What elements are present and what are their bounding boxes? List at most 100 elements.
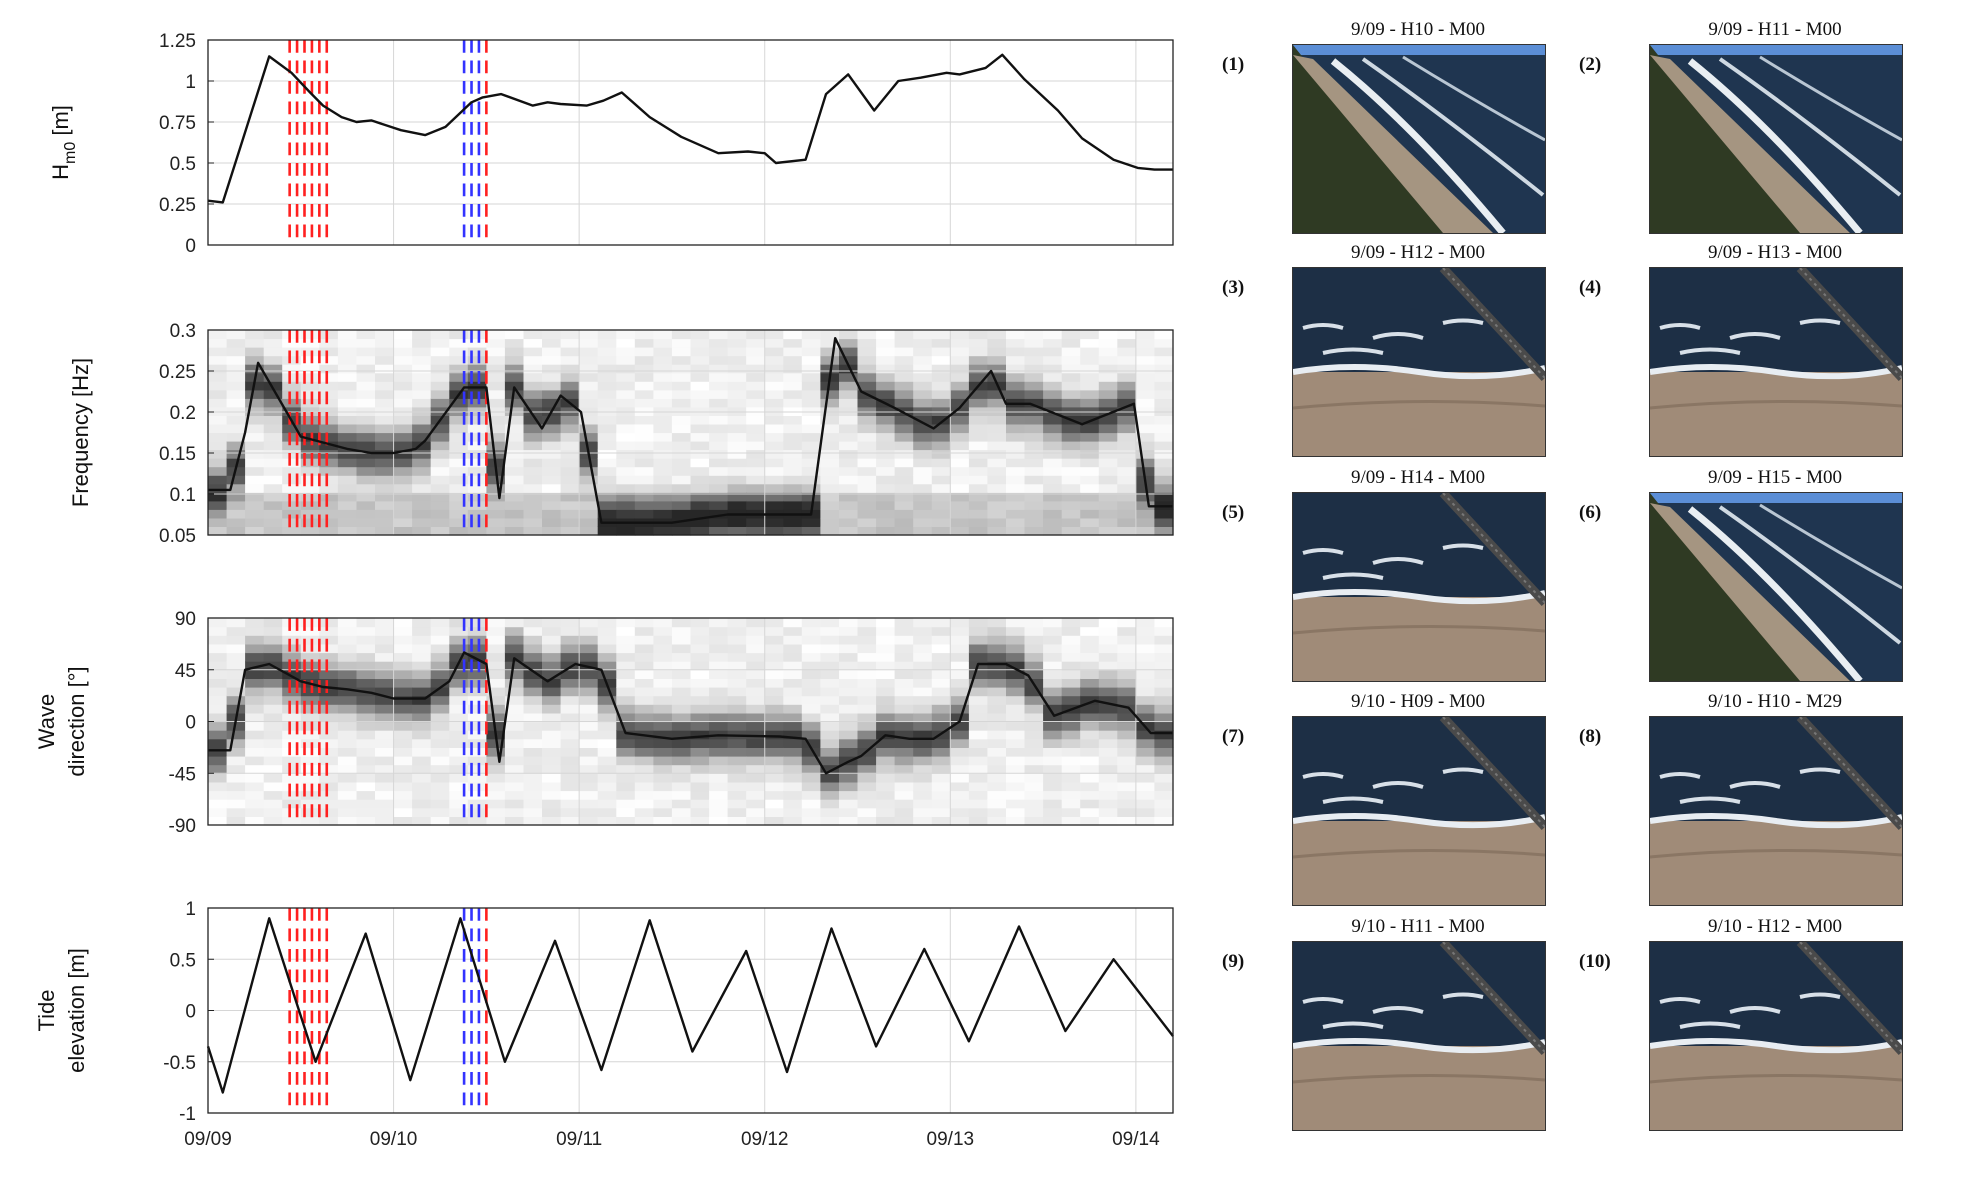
heatmap-cell: [282, 475, 302, 485]
heatmap-cell: [1135, 687, 1156, 697]
heatmap-cell: [820, 635, 840, 645]
heatmap-cell: [1117, 730, 1137, 740]
heatmap-cell: [801, 695, 821, 705]
heatmap-cell: [467, 747, 487, 757]
heatmap-cell: [931, 398, 951, 408]
heatmap-cell: [1098, 432, 1118, 442]
heatmap-cell: [801, 712, 821, 723]
y-axis-label-subscript: m0: [62, 142, 79, 164]
heatmap-cell: [337, 398, 358, 408]
heatmap-cell: [876, 773, 896, 783]
heatmap-cell: [412, 652, 432, 662]
heatmap-cell: [1043, 330, 1063, 340]
heatmap-cell: [1117, 790, 1137, 800]
heatmap-cell: [709, 721, 729, 731]
heatmap-cell: [894, 704, 914, 714]
heatmap-cell: [375, 652, 395, 662]
heatmap-cell: [356, 626, 376, 636]
heatmap-cell: [504, 347, 525, 357]
heatmap-cell: [449, 756, 469, 766]
heatmap-cell: [950, 483, 970, 493]
heatmap-cell: [579, 441, 599, 451]
x-tick-label: 09/14: [1112, 1129, 1160, 1150]
heatmap-cell: [486, 415, 506, 425]
heatmap-cell: [671, 661, 692, 671]
heatmap-cell: [857, 475, 877, 485]
heatmap-cell: [1080, 712, 1100, 723]
heatmap-cell: [671, 492, 692, 502]
heatmap-cell: [1043, 756, 1063, 766]
heatmap-cell: [1098, 415, 1118, 425]
heatmap-cell: [486, 635, 506, 645]
heatmap-cell: [839, 626, 859, 636]
heatmap-cell: [709, 669, 729, 679]
heatmap-cell: [634, 389, 654, 399]
heatmap-cell: [653, 781, 673, 792]
heatmap-cell: [764, 415, 784, 425]
heatmap-cell: [839, 500, 859, 510]
heatmap-cell: [263, 799, 283, 809]
heatmap-cell: [337, 678, 358, 688]
heatmap-cell: [319, 406, 339, 416]
heatmap-cell: [931, 432, 951, 442]
heatmap-cell: [913, 492, 933, 502]
heatmap-cell: [1043, 466, 1063, 476]
heatmap-cell: [857, 330, 877, 340]
heatmap-cell: [542, 652, 562, 662]
heatmap-cell: [263, 517, 283, 527]
heatmap-cell: [1080, 441, 1100, 451]
heatmap-cell: [968, 475, 989, 485]
heatmap-cell: [226, 330, 246, 340]
heatmap-cell: [226, 669, 246, 679]
heatmap-cell: [263, 669, 283, 679]
heatmap-cell: [653, 389, 673, 399]
heatmap-cell: [857, 441, 877, 451]
heatmap-cell: [1006, 721, 1026, 731]
heatmap-cell: [467, 781, 487, 792]
heatmap-cell: [857, 816, 877, 826]
heatmap-cell: [504, 475, 525, 485]
heatmap-cell: [282, 466, 302, 476]
photo-caption: 9/10 - H10 - M29: [1707, 691, 1843, 712]
heatmap-cell: [560, 364, 580, 374]
heatmap-cell: [523, 678, 543, 688]
heatmap-cell: [1154, 381, 1174, 391]
heatmap-cell: [820, 687, 840, 697]
heatmap-cell: [1080, 338, 1100, 348]
heatmap-cell: [801, 790, 821, 800]
heatmap-cell: [356, 441, 376, 451]
heatmap-cell: [1117, 483, 1137, 493]
heatmap-cell: [894, 492, 914, 502]
heatmap-cell: [430, 372, 450, 382]
heatmap-cell: [671, 372, 692, 382]
heatmap-cell: [300, 807, 320, 817]
heatmap-cell: [300, 475, 320, 485]
heatmap-cell: [709, 355, 729, 365]
heatmap-cell: [968, 618, 989, 628]
heatmap-cell: [1098, 330, 1118, 340]
heatmap-cell: [1154, 441, 1174, 451]
heatmap-cell: [913, 721, 933, 731]
heatmap-cell: [1154, 669, 1174, 679]
heatmap-cell: [764, 764, 784, 774]
heatmap-cell: [913, 432, 933, 442]
heatmap-cell: [727, 626, 747, 636]
heatmap-cell: [523, 432, 543, 442]
heatmap-cell: [727, 441, 747, 451]
heatmap-cell: [764, 347, 784, 357]
heatmap-cell: [653, 364, 673, 374]
heatmap-cell: [597, 747, 617, 757]
heatmap-cell: [282, 704, 302, 714]
heatmap-cell: [690, 441, 710, 451]
heatmap-cell: [375, 807, 395, 817]
heatmap-cell: [690, 635, 710, 645]
heatmap-cell: [449, 799, 469, 809]
heatmap-cell: [894, 790, 914, 800]
heatmap-cell: [1043, 781, 1063, 792]
heatmap-cell: [430, 635, 450, 645]
heatmap-cell: [375, 626, 395, 636]
heatmap-cell: [931, 626, 951, 636]
heatmap-cell: [245, 669, 265, 679]
y-tick-label: 1.25: [159, 31, 196, 52]
heatmap-cell: [987, 475, 1007, 485]
